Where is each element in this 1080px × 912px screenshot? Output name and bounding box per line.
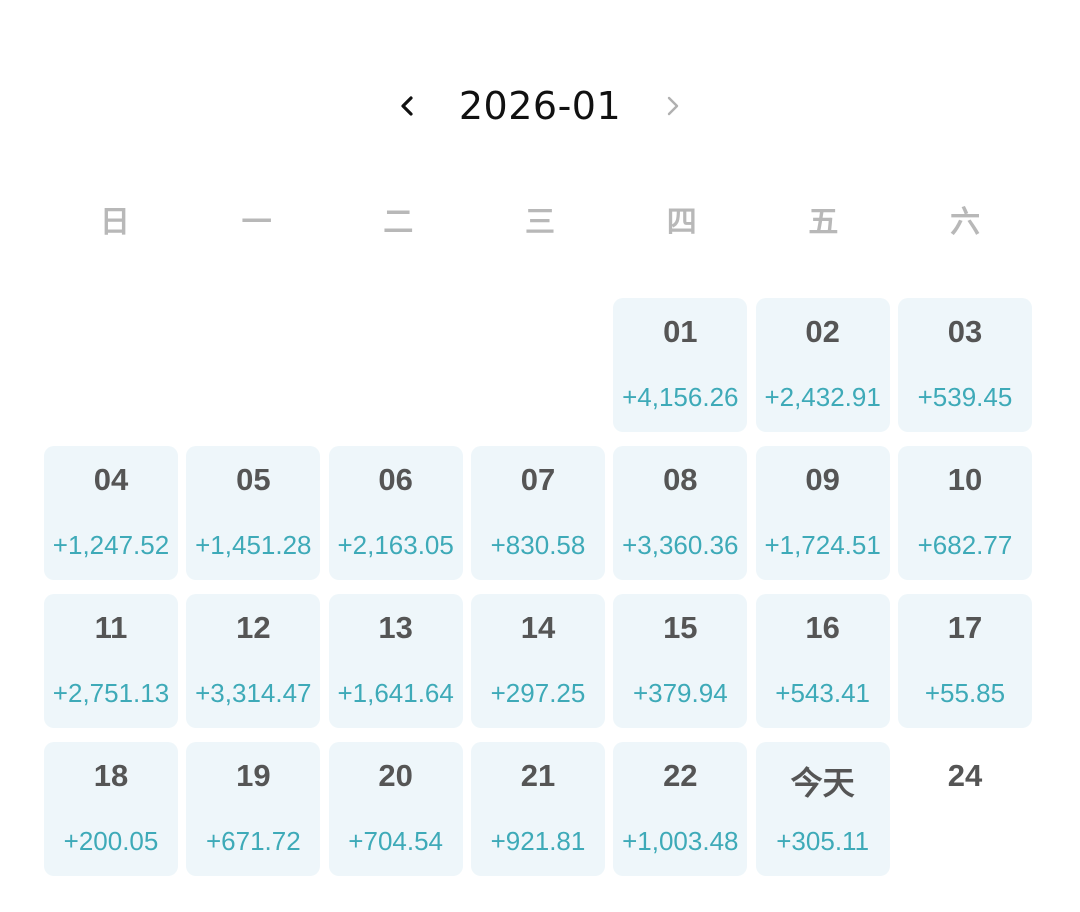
weekday-tuesday: 二	[383, 205, 414, 240]
calendar-header: 2026-01	[0, 70, 1080, 142]
day-cell-05[interactable]: 05 +1,451.28	[186, 446, 321, 580]
day-number: 20	[378, 758, 413, 793]
today-label: 今天	[790, 764, 855, 802]
day-number: 04	[93, 462, 129, 497]
day-amount: +921.81	[490, 826, 586, 856]
day-number: 11	[94, 610, 128, 645]
calendar-grid: 01 +4,156.26 02 +2,432.91 03 +539.45 04 +1,2…	[44, 298, 1036, 876]
month-title[interactable]: 2026-01	[458, 84, 622, 128]
day-amount: +682.77	[917, 530, 1013, 560]
day-number: 16	[805, 610, 840, 645]
weekday-wednesday: 三	[524, 205, 555, 240]
day-cell-14[interactable]: 14 +297.25	[470, 594, 605, 728]
day-cell-21[interactable]: 21 +921.81	[470, 742, 605, 876]
day-amount: +1,003.48	[622, 826, 739, 856]
day-amount: +2,432.91	[764, 382, 881, 412]
day-amount: +543.41	[775, 678, 870, 708]
day-number: 15	[663, 610, 698, 645]
empty-cell	[44, 298, 178, 432]
day-number: 08	[663, 462, 698, 497]
weekday-thursday: 四	[666, 205, 697, 240]
day-cell-11[interactable]: 11 +2,751.13	[44, 594, 178, 728]
next-month-button[interactable]	[652, 84, 692, 128]
day-cell-10[interactable]: 10 +682.77	[897, 446, 1032, 580]
weekday-header-row: 日 一 二 三 四 五 六	[44, 196, 1036, 250]
day-number: 02	[805, 314, 840, 349]
day-cell-22[interactable]: 22 +1,003.48	[613, 742, 748, 876]
day-cell-19[interactable]: 19 +671.72	[186, 742, 321, 876]
day-number: 21	[520, 758, 556, 793]
day-number: 07	[520, 462, 556, 497]
day-number: 13	[378, 610, 413, 645]
empty-cell	[186, 298, 320, 432]
day-number: 17	[947, 610, 983, 645]
day-amount: +379.94	[632, 678, 728, 708]
day-amount: +1,724.51	[764, 530, 881, 560]
day-amount: +704.54	[348, 826, 444, 856]
day-cell-12[interactable]: 12 +3,314.47	[186, 594, 321, 728]
day-number: 12	[236, 610, 271, 645]
chevron-right-icon	[667, 96, 679, 116]
day-number: 03	[947, 314, 983, 349]
day-amount: +55.85	[924, 678, 1006, 708]
day-cell-16[interactable]: 16 +543.41	[755, 594, 890, 728]
day-amount: +1,641.64	[337, 678, 454, 708]
day-amount: +539.45	[917, 382, 1013, 412]
day-cell-17[interactable]: 17 +55.85	[897, 594, 1032, 728]
day-cell-18[interactable]: 18 +200.05	[44, 742, 178, 876]
day-cell-24[interactable]: 24	[898, 742, 1032, 876]
previous-month-button[interactable]	[388, 84, 428, 128]
day-cell-01[interactable]: 01 +4,156.26	[613, 298, 748, 432]
empty-cell	[329, 298, 463, 432]
day-cell-03[interactable]: 03 +539.45	[897, 298, 1032, 432]
day-amount: +2,163.05	[337, 530, 454, 560]
day-number: 14	[520, 610, 556, 645]
day-cell-20[interactable]: 20 +704.54	[328, 742, 463, 876]
empty-cell	[471, 298, 605, 432]
day-number: 01	[663, 314, 698, 349]
weekday-saturday: 六	[950, 205, 981, 240]
day-cell-13[interactable]: 13 +1,641.64	[328, 594, 463, 728]
day-amount: +2,751.13	[52, 678, 170, 708]
day-amount: +1,451.28	[195, 530, 312, 560]
day-amount: +4,156.26	[622, 382, 739, 412]
day-cell-02[interactable]: 02 +2,432.91	[755, 298, 890, 432]
day-number: 06	[378, 462, 413, 497]
day-number: 24	[947, 758, 983, 793]
day-number: 18	[93, 758, 129, 793]
day-amount: +305.11	[776, 826, 870, 856]
day-amount: +830.58	[490, 530, 586, 560]
day-cell-06[interactable]: 06 +2,163.05	[328, 446, 463, 580]
day-number: 09	[805, 462, 840, 497]
day-cell-08[interactable]: 08 +3,360.36	[613, 446, 748, 580]
weekday-friday: 五	[808, 205, 839, 240]
day-amount: +297.25	[490, 678, 586, 708]
weekday-monday: 一	[241, 205, 272, 240]
day-amount: +671.72	[205, 826, 301, 856]
day-cell-today[interactable]: 今天 +305.11	[755, 742, 890, 876]
day-number: 10	[947, 462, 983, 497]
day-cell-04[interactable]: 04 +1,247.52	[44, 446, 178, 580]
day-amount: +3,314.47	[195, 678, 312, 708]
day-cell-15[interactable]: 15 +379.94	[613, 594, 748, 728]
day-number: 19	[236, 758, 271, 793]
day-amount: +3,360.36	[622, 530, 739, 560]
day-cell-07[interactable]: 07 +830.58	[470, 446, 605, 580]
day-cell-09[interactable]: 09 +1,724.51	[755, 446, 890, 580]
day-amount: +1,247.52	[52, 530, 170, 560]
weekday-sunday: 日	[99, 205, 130, 240]
day-number: 22	[663, 758, 698, 793]
day-number: 05	[236, 462, 271, 497]
chevron-left-icon	[401, 96, 413, 116]
day-amount: +200.05	[63, 826, 159, 856]
